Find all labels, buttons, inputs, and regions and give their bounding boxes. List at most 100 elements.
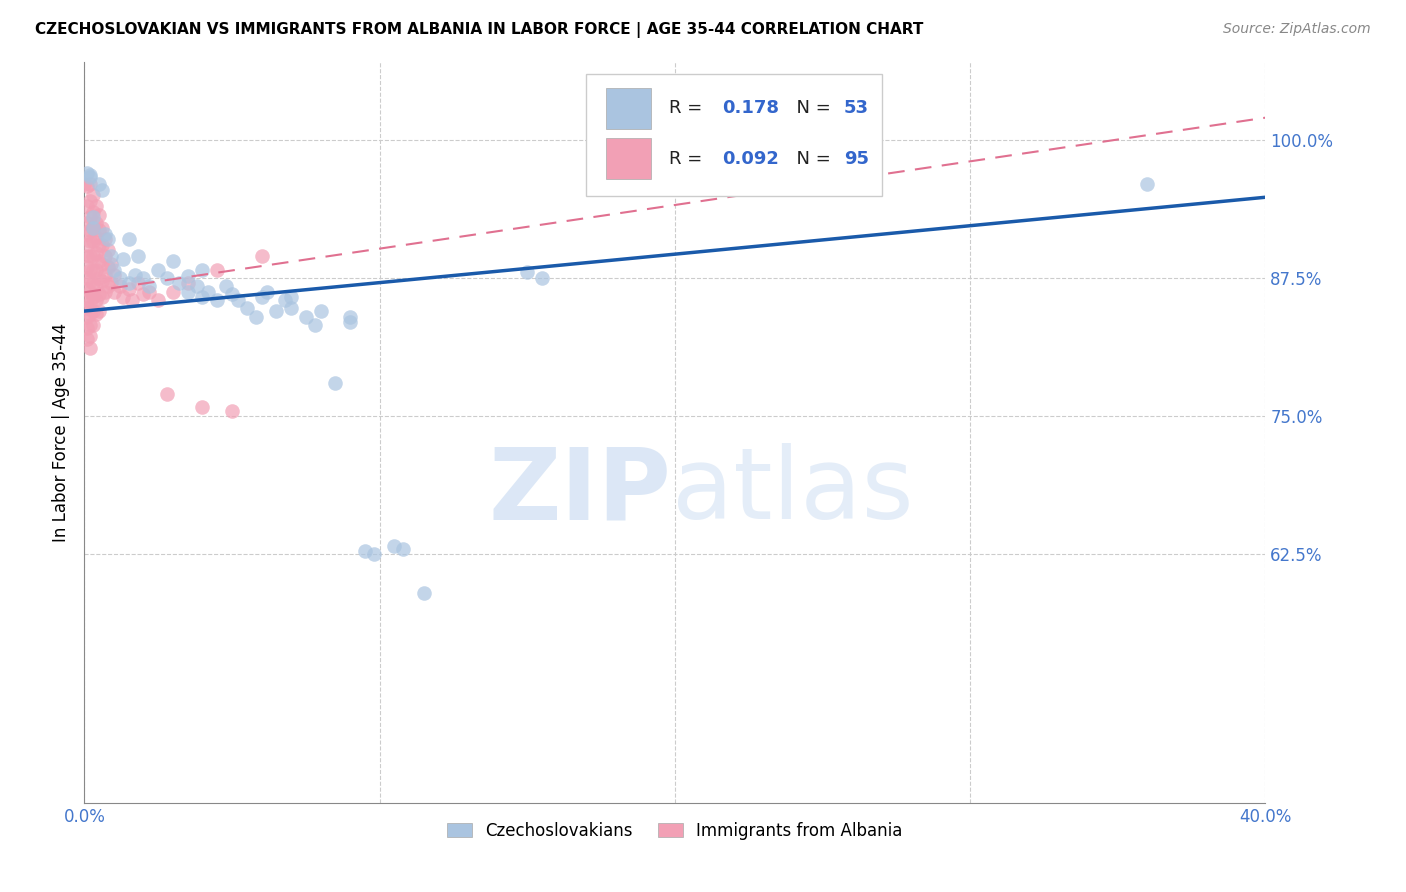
Point <box>256 285 278 300</box>
Point <box>177 268 200 283</box>
Point <box>177 277 200 291</box>
Point <box>82 188 104 202</box>
Point <box>124 268 146 282</box>
Point <box>87 287 111 301</box>
Point <box>94 227 117 241</box>
Point <box>79 318 101 333</box>
Point <box>103 268 125 282</box>
Text: 95: 95 <box>844 150 869 168</box>
Point <box>207 293 229 307</box>
Point <box>79 285 101 300</box>
Point <box>191 401 214 415</box>
Point <box>79 210 101 224</box>
Point <box>197 285 219 300</box>
Point <box>226 293 249 307</box>
Point <box>79 263 101 277</box>
Point <box>100 249 122 263</box>
Point <box>84 307 107 321</box>
Point <box>132 271 155 285</box>
Text: R =: R = <box>669 99 709 118</box>
Point <box>97 260 120 274</box>
Text: R =: R = <box>669 150 709 168</box>
Point <box>191 290 214 304</box>
Point <box>76 332 98 346</box>
Point <box>392 541 415 556</box>
Point <box>82 235 104 249</box>
Point <box>215 278 238 293</box>
Point <box>94 285 117 300</box>
Point <box>79 235 101 249</box>
Point <box>413 586 436 600</box>
Point <box>84 293 107 307</box>
Text: N =: N = <box>785 99 837 118</box>
Point <box>118 282 141 296</box>
Point <box>79 177 101 191</box>
Point <box>82 318 104 333</box>
Point <box>79 329 101 343</box>
Point <box>138 285 160 300</box>
Point <box>138 278 160 293</box>
Point <box>76 310 98 324</box>
Point <box>221 403 243 417</box>
Point <box>79 168 101 182</box>
Point <box>91 274 114 288</box>
Point <box>79 274 101 288</box>
Point <box>162 285 184 300</box>
Point <box>84 230 107 244</box>
Point <box>156 387 179 401</box>
Point <box>87 254 111 268</box>
Point <box>309 304 332 318</box>
Point <box>84 216 107 230</box>
Point <box>108 271 131 285</box>
Point <box>84 278 107 293</box>
Point <box>82 263 104 277</box>
Text: atlas: atlas <box>672 443 914 541</box>
Point <box>73 177 96 191</box>
Point <box>354 544 377 558</box>
Point <box>363 547 385 561</box>
Point <box>127 277 149 291</box>
Point <box>76 293 98 307</box>
Point <box>76 282 98 296</box>
Point <box>516 265 538 279</box>
Point <box>280 290 302 304</box>
Point <box>245 310 267 324</box>
Point <box>97 244 120 258</box>
Point <box>84 263 107 277</box>
Point <box>79 296 101 310</box>
Point <box>87 271 111 285</box>
Point <box>103 263 125 277</box>
Point <box>76 320 98 334</box>
Point <box>191 263 214 277</box>
Point <box>94 268 117 282</box>
Point <box>339 315 361 329</box>
Point <box>121 293 143 307</box>
Point <box>118 277 141 291</box>
Point <box>87 177 111 191</box>
Point <box>250 290 273 304</box>
Point <box>76 216 98 230</box>
Point <box>295 310 318 324</box>
Point <box>167 277 190 291</box>
Text: N =: N = <box>785 150 837 168</box>
Point <box>274 293 297 307</box>
Point <box>76 199 98 213</box>
Point <box>76 166 98 180</box>
Point <box>162 254 184 268</box>
Point <box>221 287 243 301</box>
Point <box>91 256 114 270</box>
Point <box>76 301 98 315</box>
Point <box>82 204 104 219</box>
Point <box>382 540 406 554</box>
Point <box>108 278 131 293</box>
Text: 0.178: 0.178 <box>723 99 779 118</box>
Point <box>79 341 101 355</box>
Point <box>91 221 114 235</box>
Point <box>266 304 288 318</box>
Point <box>148 293 170 307</box>
Point <box>304 318 326 333</box>
Point <box>111 290 134 304</box>
Point <box>148 263 170 277</box>
Point <box>94 232 117 246</box>
Point <box>280 301 302 315</box>
